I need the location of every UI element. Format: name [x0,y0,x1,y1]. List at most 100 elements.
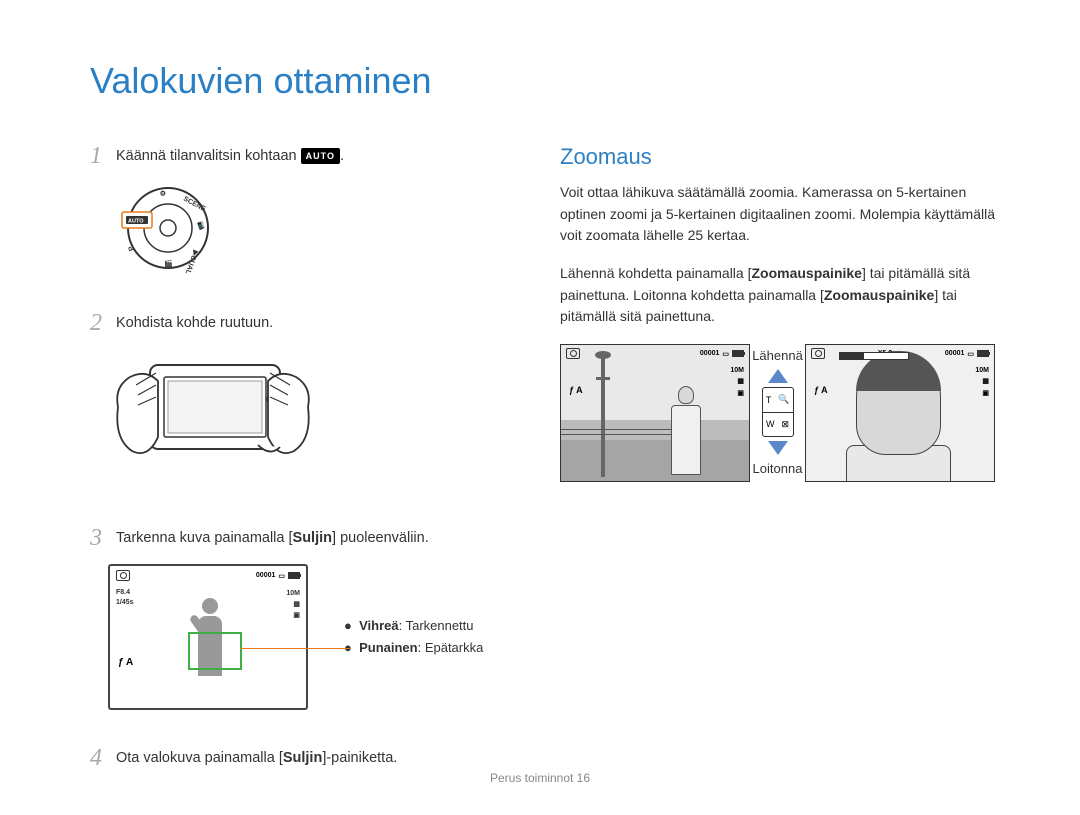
zoom-paragraph-1: Voit ottaa lähikuva säätämällä zoomia. K… [560,182,1010,247]
quality-icon: ▦ [975,376,989,387]
close-bg [806,345,994,481]
toggle-w: W [766,419,775,429]
metering-icon: ▣ [975,388,989,399]
zoom-paragraph-2: Lähennä kohdetta painamalla [Zoomauspain… [560,263,1010,328]
step-text: Käännä tilanvalitsin kohtaan AUTO. [116,144,344,166]
lcd-right-readout: 10M ▦ ▣ [730,365,744,399]
camera-mode-icon [566,348,580,359]
step-text: Ota valokuva painamalla [Suljin]-painike… [116,746,397,768]
red-label: Punainen [359,640,418,655]
megapixels: 10M [730,365,744,376]
lcd-left-readout: F8.4 1/45s [116,588,134,608]
zoom-toggle[interactable]: T 🔍 W ⊠ [762,387,794,437]
p2b1: Zoomauspainike [751,265,861,281]
focus-notes: ● Vihreä: Tarkennettu ● Punainen: Epätar… [344,615,483,659]
person-far [666,386,706,481]
columns: 1 Käännä tilanvalitsin kohtaan AUTO. ⚙ S… [90,144,1010,774]
step1-text: Käännä tilanvalitsin kohtaan [116,148,297,164]
lcd-right-readout: 10M ▦ ▣ [286,588,300,622]
step-number: 3 [90,526,116,550]
step-number: 2 [90,311,116,335]
flash-icon: ƒ A [118,657,133,668]
zoom-in-label: Lähennä [752,348,803,363]
zoom-out-label: Loitonna [753,461,803,476]
step4-after: ]-painiketta. [322,750,397,766]
battery-icon [732,350,744,357]
step-number: 1 [90,144,116,168]
card-icon: ▭ [278,572,285,580]
megapixels: 10M [286,588,300,599]
camera-mode-icon [811,348,825,359]
note-green: ● Vihreä: Tarkennettu [344,615,483,637]
green-label: Vihreä [359,618,399,633]
callout-line [240,648,350,649]
auto-badge-icon: AUTO [301,148,340,165]
card-icon: ▭ [722,350,729,358]
counter: 00001 [700,350,719,357]
shutter: 1/45s [116,598,134,608]
step4-bold: Suljin [283,750,322,766]
lcd-right-readout: 10M ▦ ▣ [975,365,989,399]
quality-icon: ▦ [730,376,744,387]
zoom-wide-row[interactable]: W ⊠ [763,413,793,437]
arrow-down-icon [768,441,788,455]
zoom-in-icon: 🔍 [778,394,789,405]
metering-icon: ▣ [286,610,300,621]
left-column: 1 Käännä tilanvalitsin kohtaan AUTO. ⚙ S… [90,144,540,774]
lcd-top-row: X5.0 00001 ▭ [811,348,989,359]
step1-after: . [340,148,344,164]
zoom-tele-row[interactable]: T 🔍 [763,388,793,413]
metering-icon: ▣ [730,388,744,399]
page-footer: Perus toiminnot 16 [0,771,1080,785]
step-text: Kohdista kohde ruutuun. [116,311,273,333]
flash-icon: ƒ A [569,385,583,395]
arrow-up-icon [768,369,788,383]
zoom-out-icon: ⊠ [781,419,789,430]
focus-illustration-row: 00001 ▭ F8.4 1/45s 10M ▦ ▣ ƒ A [108,564,540,710]
svg-text:⚙: ⚙ [159,189,166,198]
lcd-top-right: 00001 ▭ [945,350,989,358]
megapixels: 10M [975,365,989,376]
red-text: : Epätarkka [418,640,484,655]
focus-rectangle [188,632,242,670]
step-3: 3 Tarkenna kuva painamalla [Suljin] puol… [90,526,540,550]
toggle-t: T [766,395,772,405]
camera-mode-icon [116,570,130,581]
counter: 00001 [256,572,275,579]
note-red: ● Punainen: Epätarkka [344,637,483,659]
lamppost [601,357,605,477]
card-icon: ▭ [967,350,974,358]
p2b2: Zoomauspainike [824,287,934,303]
step3-bold: Suljin [293,530,332,546]
zoom-screen-tele: X5.0 00001 ▭ 10M ▦ ▣ ƒ A [805,344,995,482]
lcd-top-row: 00001 ▭ [566,348,744,359]
step-number: 4 [90,746,116,770]
page-title: Valokuvien ottaminen [90,60,1010,102]
quality-icon: ▦ [286,599,300,610]
svg-text:AUTO: AUTO [128,219,144,225]
step-text: Tarkenna kuva painamalla [Suljin] puolee… [116,526,429,548]
hold-camera-illustration [108,347,540,476]
flash-icon: ƒ A [814,385,828,395]
zoom-progress-bar [839,352,909,360]
lcd-top-right: 00001 ▭ [256,572,300,580]
green-text: : Tarkennettu [399,618,474,633]
step4-before: Ota valokuva painamalla [ [116,750,283,766]
zoom-control-middle: Lähennä T 🔍 W ⊠ Loitonna [750,344,805,482]
right-column: Zoomaus Voit ottaa lähikuva säätämällä z… [540,144,1010,774]
step-1: 1 Käännä tilanvalitsin kohtaan AUTO. [90,144,540,168]
lcd-top-right: 00001 ▭ [700,350,744,358]
railing [561,429,679,435]
page: Valokuvien ottaminen 1 Käännä tilanvalit… [0,0,1080,815]
step3-after: ] puoleenväliin. [332,530,429,546]
zoom-comparison-row: 00001 ▭ 10M ▦ ▣ ƒ A [560,344,1010,482]
zoom-screen-wide: 00001 ▭ 10M ▦ ▣ ƒ A [560,344,750,482]
battery-icon [288,572,300,579]
mode-dial-illustration: ⚙ SCENE 📷 ▶DUAL 🎬 P AUTO [108,182,540,279]
step3-before: Tarkenna kuva painamalla [ [116,530,293,546]
step-2: 2 Kohdista kohde ruutuun. [90,311,540,335]
step-4: 4 Ota valokuva painamalla [Suljin]-paini… [90,746,540,770]
svg-text:🎬: 🎬 [164,259,173,268]
counter: 00001 [945,350,964,357]
section-title-zoom: Zoomaus [560,144,1010,170]
